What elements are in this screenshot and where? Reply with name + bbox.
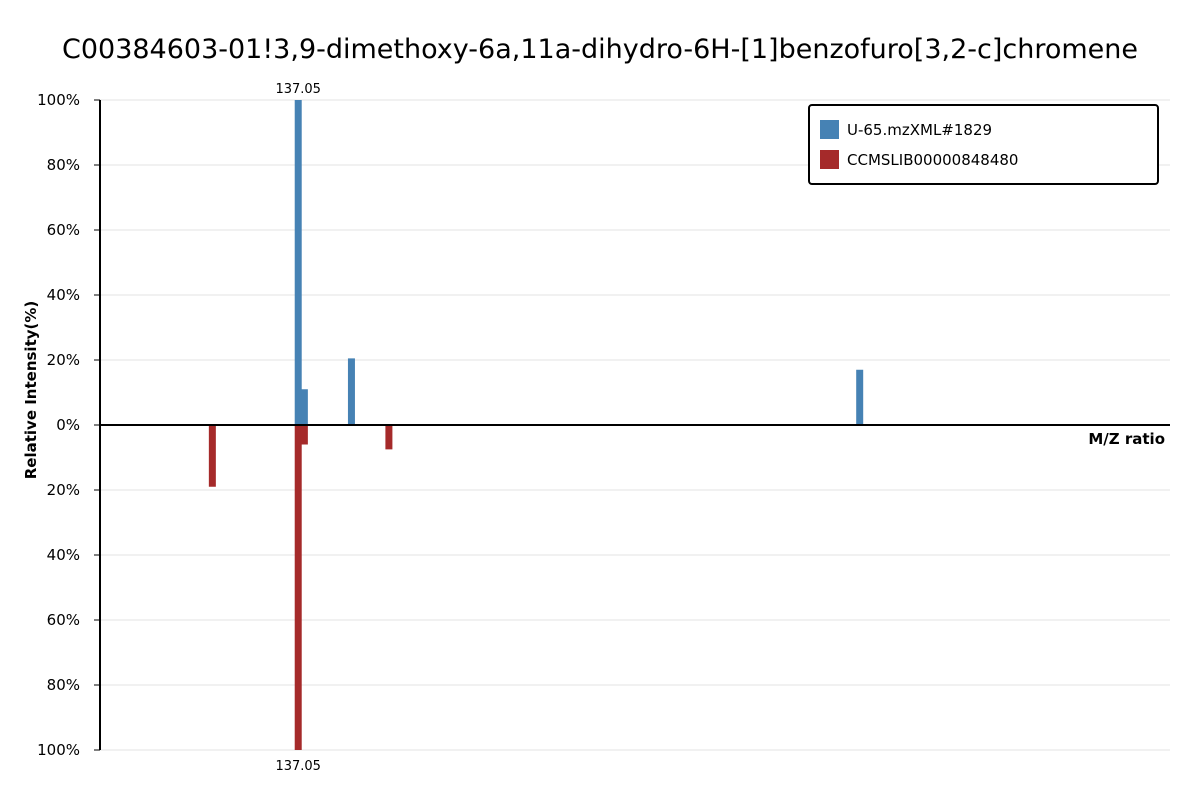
peak-bar [856,369,864,425]
peak-label: 137.05 [275,759,321,774]
y-tick-label: 20% [47,481,80,499]
y-tick-label: 80% [47,156,80,174]
legend-swatch-series-1 [820,120,839,139]
peaks [208,100,864,750]
y-axis-title: Relative Intensity(%) [22,301,40,480]
legend: U-65.mzXML#1829 CCMSLIB00000848480 [808,104,1159,185]
peak-bar [300,389,308,425]
y-tick-label: 60% [47,221,80,239]
y-tick-label: 100% [37,741,80,759]
y-tick-label: 40% [47,546,80,564]
y-tick-label: 40% [47,286,80,304]
peak-bar [347,358,355,425]
legend-box [808,104,1159,185]
legend-label-series-1: U-65.mzXML#1829 [847,121,992,139]
y-tick-label: 20% [47,351,80,369]
peak-bar [385,425,393,450]
legend-swatch-series-2 [820,150,839,169]
grid [100,99,1170,751]
y-ticks: 100% 80% 60% 40% 20% 0% 20% 40% 60% 80% 100% [37,91,100,759]
peak-bar [300,425,308,445]
y-tick-label: 60% [47,611,80,629]
chart-title: C00384603-01!3,9-dimethoxy-6a,11a-dihydr… [62,34,1138,65]
peak-bar [208,425,216,487]
legend-label-series-2: CCMSLIB00000848480 [847,151,1018,169]
y-tick-label: 80% [47,676,80,694]
peak-label: 137.05 [275,82,321,97]
peak-bar [294,100,302,425]
y-tick-label: 100% [37,91,80,109]
axes [99,100,1170,750]
peak-bar [294,425,302,750]
y-tick-label: 0% [56,416,80,434]
x-axis-title: M/Z ratio [1088,430,1165,448]
peak-labels: 137.05 137.05 [275,82,321,774]
